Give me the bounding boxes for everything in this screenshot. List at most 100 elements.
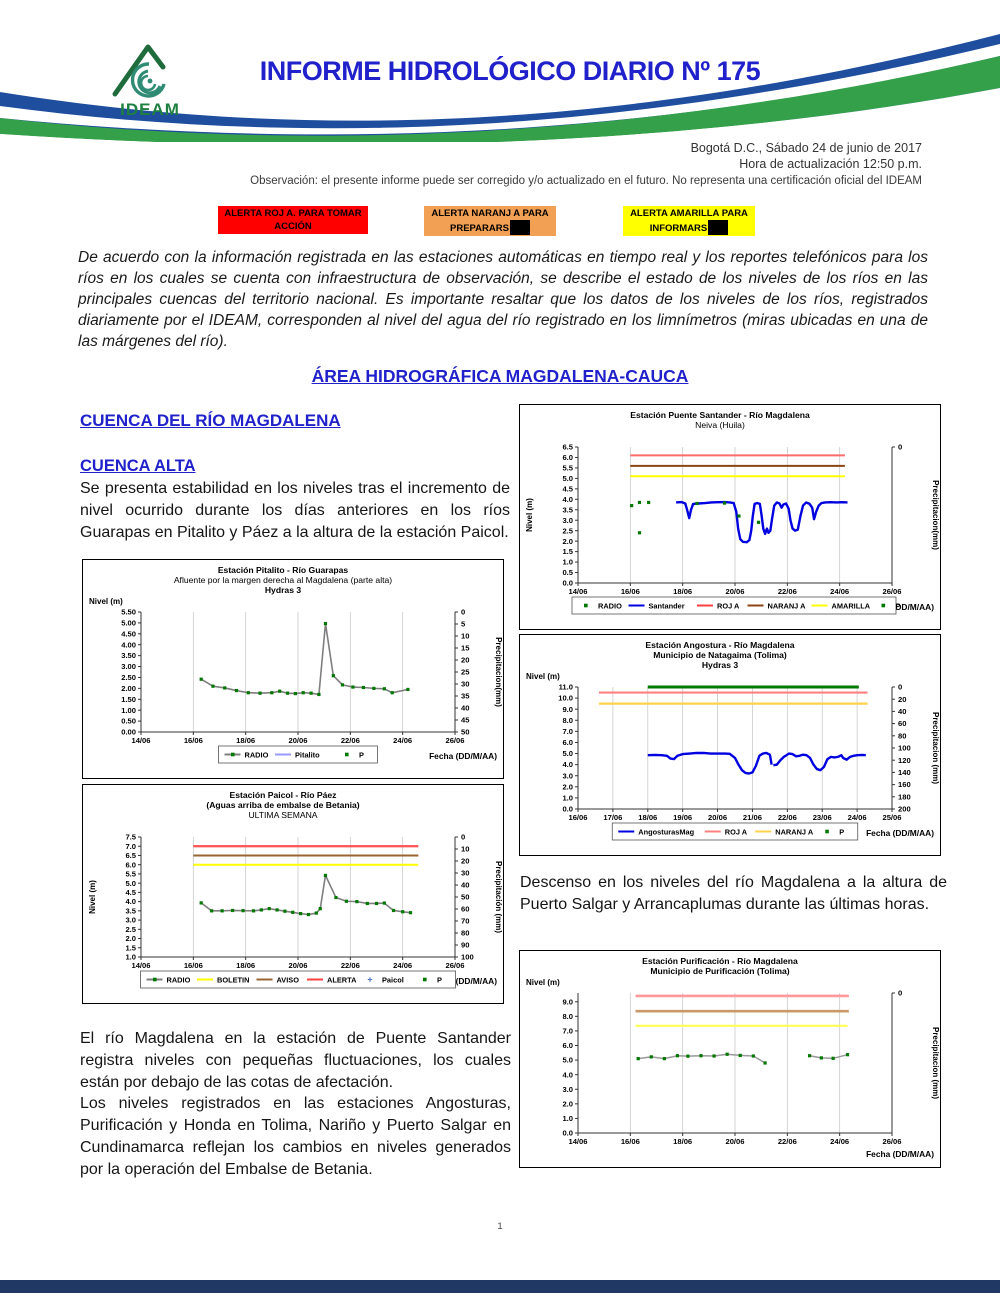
svg-text:18/06: 18/06 <box>638 813 657 822</box>
svg-text:25: 25 <box>461 668 470 677</box>
svg-text:NARANJ A: NARANJ A <box>775 828 814 837</box>
svg-text:5.0: 5.0 <box>562 474 573 483</box>
svg-text:2.0: 2.0 <box>562 537 573 546</box>
paragraph-santander: El río Magdalena en la estación de Puent… <box>80 1030 511 1091</box>
svg-text:6.0: 6.0 <box>562 738 573 747</box>
svg-text:30: 30 <box>461 680 469 689</box>
heading-cuenca-magdalena: CUENCA DEL RÍO MAGDALENA <box>80 411 341 430</box>
place-date: Bogotá D.C., Sábado 24 de junio de 2017 <box>690 141 922 155</box>
svg-text:P: P <box>359 751 364 760</box>
svg-text:Precipitacion(mm): Precipitacion(mm) <box>931 480 940 550</box>
svg-text:3.50: 3.50 <box>121 651 136 660</box>
svg-text:2.0: 2.0 <box>562 1099 573 1108</box>
alert-orange-line1: ALERTA NARANJ A PARA <box>431 208 549 219</box>
svg-text:11.0: 11.0 <box>559 683 573 692</box>
svg-text:NARANJ A: NARANJ A <box>768 602 807 611</box>
svg-text:ROJ A: ROJ A <box>717 602 740 611</box>
svg-text:18/06: 18/06 <box>673 587 692 596</box>
svg-text:Precipitacion (mm): Precipitacion (mm) <box>931 712 940 784</box>
ideam-logo: IDEAM <box>112 44 179 119</box>
svg-text:6.0: 6.0 <box>562 453 573 462</box>
paragraph-block-santander: El río Magdalena en la estación de Puent… <box>80 1028 511 1181</box>
svg-text:RADIO: RADIO <box>245 751 269 760</box>
svg-text:10.0: 10.0 <box>558 694 573 703</box>
svg-text:180: 180 <box>898 792 911 801</box>
svg-text:90: 90 <box>461 941 469 950</box>
svg-text:ROJ A: ROJ A <box>725 828 748 837</box>
svg-text:30: 30 <box>461 869 469 878</box>
alert-orange-line2: PREPARARS <box>450 223 509 234</box>
svg-text:6.0: 6.0 <box>125 860 136 869</box>
paragraph-niveles: Los niveles registrados en las estacione… <box>80 1095 511 1178</box>
svg-text:1.0: 1.0 <box>562 558 573 567</box>
svg-text:20/06: 20/06 <box>288 736 307 745</box>
svg-text:5: 5 <box>461 620 466 629</box>
svg-text:2.0: 2.0 <box>562 782 573 791</box>
svg-text:P: P <box>437 976 442 985</box>
svg-text:Precipitacion (mm): Precipitacion (mm) <box>931 1027 940 1099</box>
svg-text:15: 15 <box>461 644 470 653</box>
alert-chip-red: ALERTA ROJ A. PARA TOMAR ACCIÓN <box>218 206 368 234</box>
svg-text:22/06: 22/06 <box>778 587 797 596</box>
svg-text:Municipio de Natagaima (Tolima: Municipio de Natagaima (Tolima) <box>653 650 787 660</box>
svg-text:Nivel (m): Nivel (m) <box>526 672 560 681</box>
svg-text:Paicol: Paicol <box>382 976 404 985</box>
svg-text:3.5: 3.5 <box>125 906 136 915</box>
page-title: INFORME HIDROLÓGICO DIARIO Nº 175 <box>259 56 761 86</box>
svg-text:8.0: 8.0 <box>562 716 573 725</box>
svg-text:22/06: 22/06 <box>341 961 360 970</box>
svg-text:Nivel (m): Nivel (m) <box>88 880 97 914</box>
area-title: ÁREA HIDROGRÁFICA MAGDALENA-CAUCA <box>311 366 689 386</box>
svg-text:2.00: 2.00 <box>121 684 136 693</box>
svg-text:60: 60 <box>461 905 469 914</box>
svg-text:5.5: 5.5 <box>562 464 573 473</box>
svg-text:AMARILLA: AMARILLA <box>832 602 871 611</box>
svg-text:1.00: 1.00 <box>121 706 136 715</box>
svg-text:200: 200 <box>898 805 911 814</box>
svg-text:140: 140 <box>898 768 911 777</box>
svg-text:45: 45 <box>461 716 470 725</box>
svg-text:5.00: 5.00 <box>121 619 136 628</box>
footer-bar <box>0 1280 1000 1293</box>
svg-text:0: 0 <box>461 608 465 617</box>
svg-text:1.0: 1.0 <box>562 794 573 803</box>
svg-text:60: 60 <box>898 719 906 728</box>
svg-text:20: 20 <box>461 857 469 866</box>
svg-text:26/06: 26/06 <box>882 1137 901 1146</box>
svg-text:40: 40 <box>461 704 469 713</box>
svg-text:0.0: 0.0 <box>562 805 573 814</box>
svg-text:4.50: 4.50 <box>121 629 136 638</box>
svg-text:Nivel (m): Nivel (m) <box>526 978 560 987</box>
svg-text:Fecha (DD/M/AA): Fecha (DD/M/AA) <box>866 828 934 838</box>
chart-purificacion: Estación Purificación - Río Magdalena Mun… <box>519 950 941 1168</box>
paragraph-cuenca-alta: Se presenta estabilidad en los niveles t… <box>80 480 510 541</box>
svg-text:BOLETIN: BOLETIN <box>217 976 249 985</box>
svg-text:0.00: 0.00 <box>121 728 136 737</box>
svg-text:0.5: 0.5 <box>562 568 573 577</box>
page-number: 1 <box>497 1221 503 1232</box>
svg-text:10: 10 <box>461 845 469 854</box>
svg-text:4.5: 4.5 <box>562 484 573 493</box>
svg-text:0: 0 <box>898 989 902 998</box>
redaction-box <box>708 220 729 235</box>
svg-text:4.0: 4.0 <box>562 495 573 504</box>
svg-text:1.5: 1.5 <box>125 943 136 952</box>
svg-text:Neiva (Huila): Neiva (Huila) <box>695 420 745 430</box>
svg-text:0: 0 <box>898 443 902 452</box>
svg-text:Fecha (DD/M/AA): Fecha (DD/M/AA) <box>429 751 497 761</box>
svg-text:20/06: 20/06 <box>725 1137 744 1146</box>
heading-cuenca-alta: CUENCA ALTA <box>80 457 196 475</box>
svg-text:6.5: 6.5 <box>125 851 136 860</box>
svg-text:4.00: 4.00 <box>121 640 136 649</box>
svg-text:25/06: 25/06 <box>882 813 901 822</box>
svg-text:Fecha (DD/M/AA): Fecha (DD/M/AA) <box>866 602 934 612</box>
svg-text:40: 40 <box>898 707 906 716</box>
svg-text:3.00: 3.00 <box>121 662 136 671</box>
svg-text:21/06: 21/06 <box>743 813 762 822</box>
svg-text:ULTIMA SEMANA: ULTIMA SEMANA <box>248 810 317 820</box>
svg-text:3.0: 3.0 <box>125 916 136 925</box>
svg-text:70: 70 <box>461 917 469 926</box>
svg-text:Fecha (DD/M/AA): Fecha (DD/M/AA) <box>429 976 497 986</box>
chart-angostura: Estación Angostura - Río Magdalena Munici… <box>519 634 941 856</box>
svg-text:16/06: 16/06 <box>184 961 203 970</box>
